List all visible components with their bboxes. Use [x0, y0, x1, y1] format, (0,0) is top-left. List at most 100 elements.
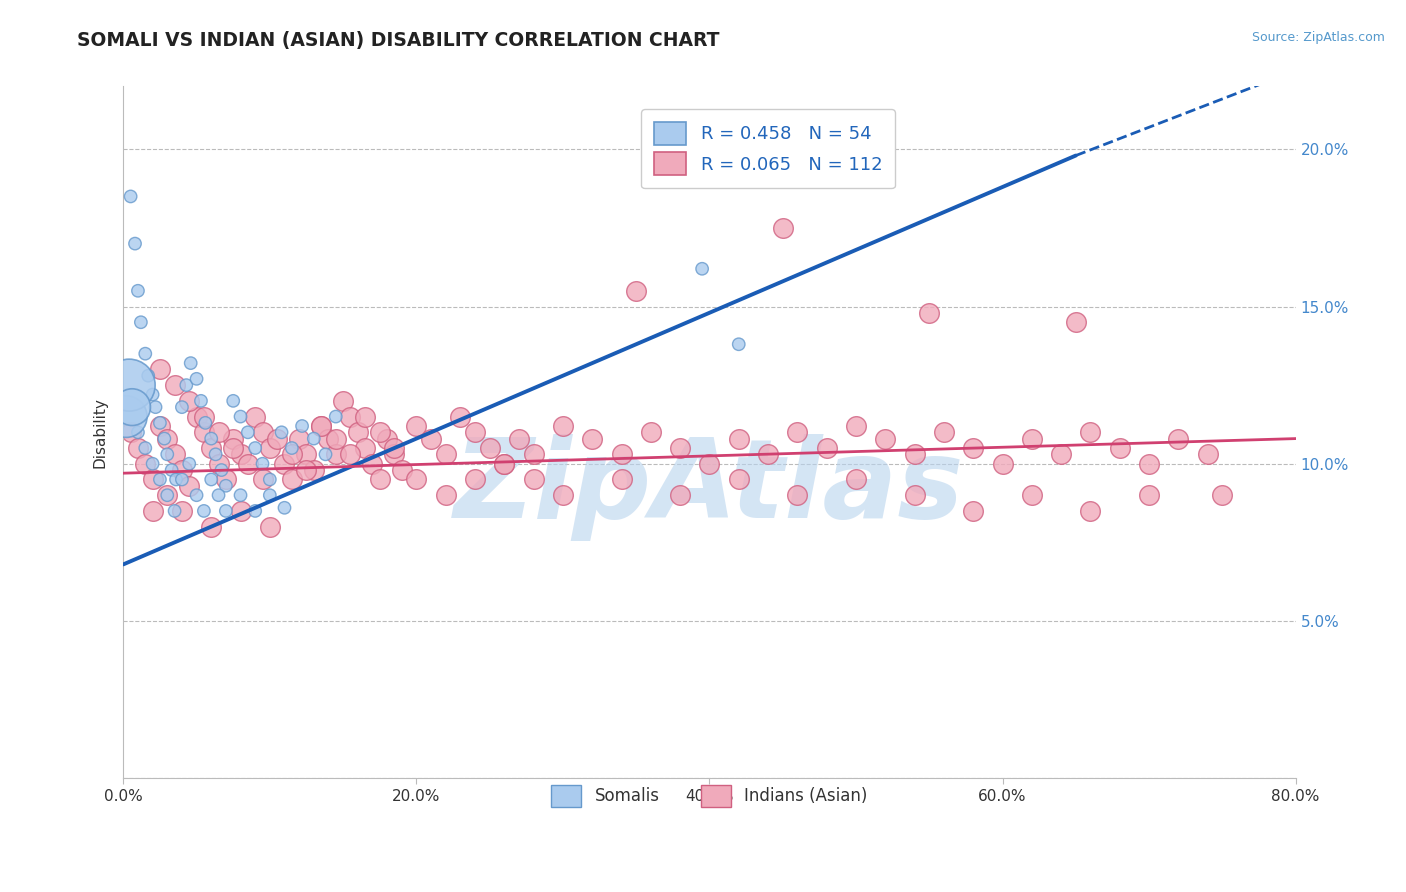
Point — [610, 447, 633, 461]
Point — [478, 441, 501, 455]
Point — [134, 441, 156, 455]
Point — [163, 504, 186, 518]
Point — [127, 441, 149, 455]
Point — [1080, 504, 1102, 518]
Point — [375, 432, 398, 446]
Point — [875, 432, 897, 446]
Point — [180, 356, 202, 370]
Point — [288, 432, 311, 446]
Point — [523, 447, 546, 461]
Point — [142, 457, 165, 471]
Point — [193, 425, 215, 440]
Point — [145, 400, 167, 414]
Point — [215, 479, 238, 493]
Point — [420, 432, 443, 446]
Point — [134, 347, 156, 361]
Point — [640, 425, 662, 440]
Point — [243, 409, 266, 424]
Point — [494, 457, 516, 471]
Point — [772, 220, 794, 235]
Point — [193, 504, 215, 518]
Point — [222, 432, 245, 446]
Point — [266, 432, 288, 446]
Point — [991, 457, 1014, 471]
Point — [259, 519, 281, 533]
Point — [121, 400, 143, 414]
Point — [354, 441, 377, 455]
Point — [211, 463, 233, 477]
Point — [281, 473, 304, 487]
Point — [786, 488, 808, 502]
Point — [309, 419, 332, 434]
Point — [610, 473, 633, 487]
Point — [186, 372, 208, 386]
Point — [120, 425, 142, 440]
Point — [200, 432, 222, 446]
Point — [207, 457, 229, 471]
Point — [179, 457, 201, 471]
Point — [243, 441, 266, 455]
Point — [339, 447, 361, 461]
Point — [302, 463, 325, 477]
Point — [156, 447, 179, 461]
Point — [508, 432, 530, 446]
Point — [215, 473, 238, 487]
Point — [163, 447, 186, 461]
Point — [1167, 432, 1189, 446]
Point — [193, 409, 215, 424]
Point — [252, 473, 274, 487]
Point — [149, 416, 172, 430]
Point — [252, 457, 274, 471]
Point — [134, 457, 156, 471]
Point — [325, 447, 347, 461]
Point — [236, 425, 259, 440]
Point — [624, 284, 647, 298]
Point — [259, 488, 281, 502]
Point — [186, 488, 208, 502]
Point — [361, 457, 384, 471]
Point — [962, 504, 984, 518]
Point — [295, 463, 318, 477]
Point — [273, 457, 295, 471]
Point — [229, 504, 252, 518]
Point — [270, 425, 292, 440]
Point — [815, 441, 838, 455]
Point — [1197, 447, 1219, 461]
Point — [551, 419, 574, 434]
Point — [1021, 432, 1043, 446]
Point — [581, 432, 603, 446]
Point — [318, 432, 340, 446]
Point — [120, 189, 142, 203]
Point — [200, 473, 222, 487]
Point — [170, 473, 193, 487]
Point — [727, 473, 749, 487]
Point — [200, 441, 222, 455]
Point — [1137, 457, 1160, 471]
Point — [727, 337, 749, 351]
Point — [405, 419, 427, 434]
Point — [259, 473, 281, 487]
Point — [229, 409, 252, 424]
Point — [291, 419, 314, 434]
Point — [434, 447, 457, 461]
Point — [259, 441, 281, 455]
Point — [127, 425, 149, 440]
Point — [464, 425, 486, 440]
Point — [727, 432, 749, 446]
Point — [229, 447, 252, 461]
Point — [325, 409, 347, 424]
Point — [165, 473, 187, 487]
Point — [149, 419, 172, 434]
Point — [273, 500, 295, 515]
Point — [156, 432, 179, 446]
Point — [309, 419, 332, 434]
Point — [903, 488, 925, 502]
Point — [295, 447, 318, 461]
Point — [699, 457, 721, 471]
Point — [149, 473, 172, 487]
Point — [163, 378, 186, 392]
Point — [1021, 488, 1043, 502]
Point — [346, 425, 368, 440]
Point — [170, 400, 193, 414]
Point — [918, 306, 941, 320]
